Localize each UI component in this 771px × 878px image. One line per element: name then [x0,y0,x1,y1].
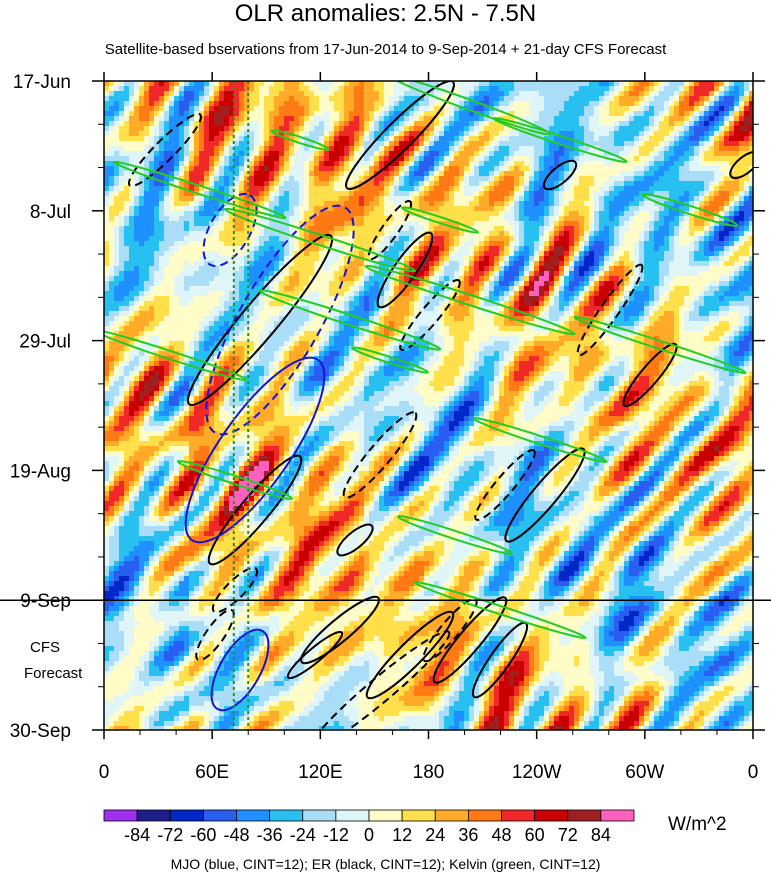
heatmap-field [104,81,753,730]
colorbar-swatch [269,809,304,822]
colorbar-tick-label: -48 [223,825,249,845]
colorbar-tick-label: 72 [558,825,578,845]
y-tick-label: 30-Sep [10,721,71,742]
colorbar-swatch [401,809,436,822]
colorbar-tick-label: -12 [323,825,349,845]
colorbar-swatch [236,809,271,822]
colorbar-tick-label: -84 [124,825,150,845]
forecast-label-line2: Forecast [24,665,83,682]
y-tick-label: 8-Jul [30,202,71,223]
y-tick-label: 19-Aug [10,461,71,482]
x-tick-label: 0 [99,762,110,783]
colorbar-tick-label: -36 [257,825,283,845]
chart-title: OLR anomalies: 2.5N - 7.5N [234,0,537,27]
x-tick-label: 0 [748,762,759,783]
y-tick-label: 29-Jul [19,332,71,353]
y-tick-label: 9-Sep [20,591,71,612]
reference-lines [232,81,250,730]
chart-subtitle: Satellite-based bservations from 17-Jun-… [104,41,667,58]
y-tick-label: 17-Jun [13,72,71,93]
colorbar-swatch [302,809,337,822]
x-tick-label: 60W [625,762,664,783]
colorbar-units: W/m^2 [668,814,727,835]
y-axis: 17-Jun 8-Jul 29-Jul 19-Aug 9-Sep 30-Sep [10,72,765,742]
colorbar-swatch [136,809,171,822]
colorbar-swatch [501,809,536,822]
colorbar: -84 -72 -60 -48 -36 -24 -12 0 12 24 36 48 60 72 84 [103,809,635,845]
colorbar-tick-label: -60 [190,825,216,845]
colorbar-tick-label: 84 [591,825,611,845]
colorbar-swatch [368,809,403,822]
colorbar-tick-label: 60 [525,825,545,845]
colorbar-swatch [169,809,204,822]
colorbar-swatch [202,809,237,822]
contour-layer [104,81,753,730]
colorbar-swatch [534,809,569,822]
colorbar-swatch [434,809,469,822]
colorbar-tick-label: 12 [392,825,412,845]
colorbar-tick-label: 24 [425,825,445,845]
x-tick-label: 60E [195,762,229,783]
x-tick-label: 180 [413,762,445,783]
x-axis: 0 60E 120E 180 120W 60W 0 [99,72,759,783]
x-tick-label: 120W [512,762,562,783]
forecast-label-line1: CFS [30,639,60,656]
colorbar-swatch [567,809,602,822]
colorbar-swatch [103,809,138,822]
x-tick-label: 120E [298,762,342,783]
colorbar-tick-label: -72 [157,825,183,845]
colorbar-swatch [467,809,502,822]
colorbar-tick-label: -24 [290,825,316,845]
colorbar-tick-label: 0 [364,825,374,845]
colorbar-tick-label: 36 [458,825,478,845]
colorbar-swatch [600,809,635,822]
contour-legend-note: MJO (blue, CINT=12); ER (black, CINT=12)… [170,856,601,872]
colorbar-tick-label: 48 [491,825,511,845]
colorbar-swatch [335,809,370,822]
